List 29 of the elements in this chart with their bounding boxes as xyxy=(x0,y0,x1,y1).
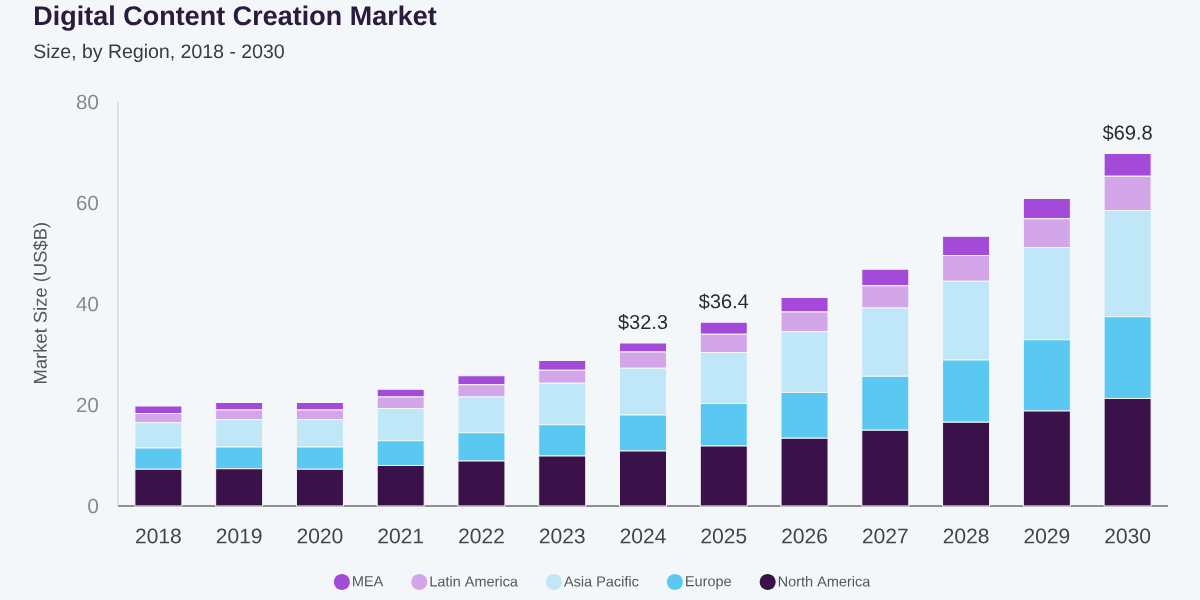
legend-label: MEA xyxy=(353,576,384,587)
total-label: $69.8 xyxy=(1102,124,1152,141)
x-tick-label: 2021 xyxy=(378,528,424,544)
x-tick-label: 2020 xyxy=(297,528,343,544)
y-tick-label: 0 xyxy=(88,498,98,514)
x-tick-label: 2019 xyxy=(216,528,262,544)
y-tick-label: 20 xyxy=(77,397,98,413)
x-tick-label: 2026 xyxy=(782,528,827,544)
x-tick-label: 2025 xyxy=(701,528,747,544)
legend-label: Asia Pacific xyxy=(563,575,639,587)
x-tick-label: 2030 xyxy=(1105,528,1151,544)
x-tick-label: 2028 xyxy=(943,528,989,544)
y-tick-label: 40 xyxy=(76,296,98,312)
y-tick-label: 60 xyxy=(77,195,98,211)
x-tick-label: 2018 xyxy=(136,528,181,544)
x-tick-label: 2029 xyxy=(1024,528,1070,544)
x-tick-label: 2024 xyxy=(620,528,666,544)
legend-label: Latin America xyxy=(430,575,518,587)
chart-subtitle: Size, by Region, 2018 - 2030 xyxy=(34,43,284,63)
chart-title: Digital Content Creation Market xyxy=(35,5,437,31)
y-tick-label: 80 xyxy=(76,94,98,110)
y-axis-title: Market Size (US$B) xyxy=(32,223,51,383)
x-tick-label: 2023 xyxy=(539,528,585,544)
legend-label: Europe xyxy=(686,576,731,590)
total-label: $32.3 xyxy=(618,314,668,331)
x-tick-label: 2022 xyxy=(459,528,504,544)
total-label: $36.4 xyxy=(698,293,749,310)
x-tick-label: 2027 xyxy=(862,528,908,544)
legend-label: North America xyxy=(778,575,871,587)
